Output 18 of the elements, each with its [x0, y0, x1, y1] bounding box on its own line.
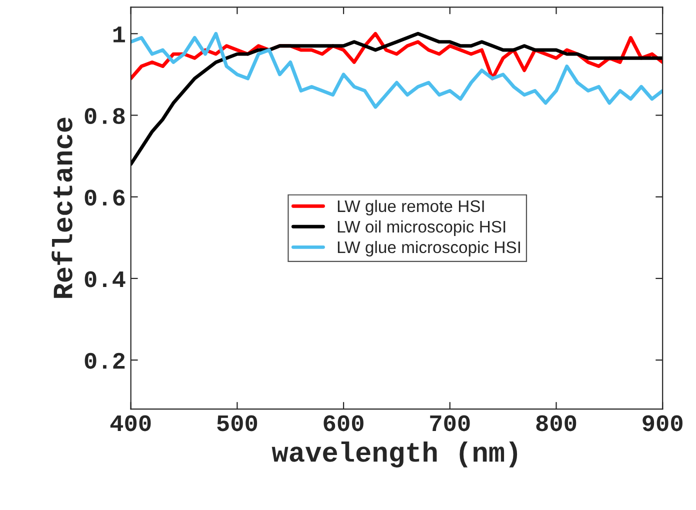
y-tick-label: 0.6	[84, 190, 125, 206]
legend-label: LW glue remote HSI	[338, 200, 484, 216]
y-axis-title: Reflectance	[52, 118, 72, 298]
y-tick-label: 1	[113, 26, 125, 42]
y-tick-label: 0.4	[84, 271, 126, 288]
legend-label: LW glue microscopic HSI	[338, 240, 520, 256]
line-series	[130, 32, 663, 109]
y-tick-label: 0.8	[84, 108, 125, 124]
x-tick-label: 700	[430, 415, 470, 432]
x-axis-title: wavelength (nm)	[272, 441, 518, 468]
legend-label: LW oil microscopic HSI	[338, 220, 506, 236]
x-tick-label: 500	[217, 415, 258, 432]
x-tick-label: 600	[324, 415, 364, 432]
line-series	[130, 32, 663, 166]
y-tick-label: 0.2	[84, 352, 125, 369]
x-tick-label: 800	[536, 415, 576, 432]
x-tick-label: 900	[642, 415, 682, 432]
x-tick-label: 400	[110, 415, 151, 432]
